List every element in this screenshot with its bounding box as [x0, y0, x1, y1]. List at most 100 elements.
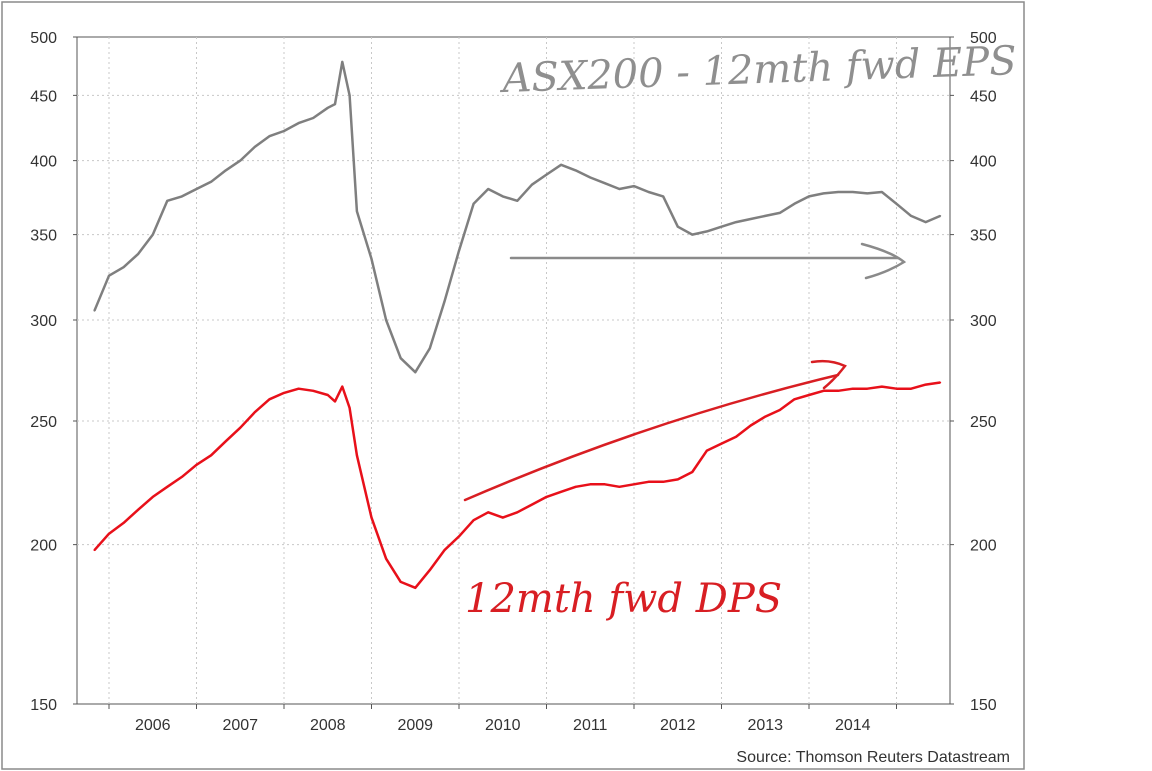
dps-point: [910, 387, 912, 390]
dps-point: [443, 549, 446, 552]
y-tick-left: 400: [30, 154, 57, 171]
source-note: Source: Thomson Reuters Datastream: [736, 749, 1010, 766]
eps-point: [472, 202, 475, 205]
dps-point: [414, 586, 417, 589]
eps-point: [137, 253, 140, 255]
dps-point: [720, 442, 723, 445]
eps-point: [574, 169, 577, 172]
plot-area: [76, 36, 951, 705]
y-tick-left: 500: [30, 30, 57, 47]
eps-point: [516, 199, 519, 202]
eps-point: [268, 135, 271, 138]
eps-point: [866, 192, 869, 195]
dps-point: [137, 508, 140, 511]
eps-point: [253, 146, 256, 148]
dps-point: [691, 471, 694, 473]
eps-point: [749, 218, 752, 220]
dps-point: [808, 394, 810, 396]
eps-point: [283, 130, 285, 132]
dps-point: [122, 522, 125, 524]
y-tick-left: 150: [30, 697, 57, 714]
dps-point: [348, 407, 351, 409]
dps-point: [647, 480, 650, 483]
eps-point: [720, 225, 723, 228]
eps-point: [545, 173, 548, 176]
dps-point: [633, 483, 635, 486]
dps-point: [822, 389, 825, 392]
dps-point: [268, 398, 271, 401]
eps-point: [108, 274, 110, 277]
dps-point: [356, 454, 358, 457]
eps-point: [764, 215, 767, 217]
dps-annotation: 12mth fwd DPS: [465, 576, 782, 622]
dps-arrowhead: [810, 359, 847, 390]
eps-point: [151, 233, 154, 236]
dps-point: [851, 387, 854, 390]
x-tick-label: 2006: [135, 717, 171, 734]
eps-point: [676, 225, 679, 228]
dps-point: [472, 519, 475, 522]
y-tick-right: 500: [970, 30, 997, 47]
eps-point: [370, 258, 373, 260]
dps-point: [924, 383, 927, 386]
dps-point: [560, 490, 562, 493]
dps-point: [749, 424, 752, 427]
eps-point: [603, 182, 606, 185]
eps-point: [195, 188, 198, 190]
dps-point: [793, 398, 796, 401]
eps-point: [348, 94, 351, 97]
eps-point: [939, 215, 942, 217]
dps-point: [545, 496, 548, 498]
y-tick-right: 400: [970, 154, 997, 171]
dps-point: [326, 394, 329, 396]
y-tick-left: 300: [30, 313, 57, 330]
dps-point: [370, 516, 373, 519]
dps-point: [531, 503, 533, 506]
y-axis-right: 150 200 250 300 350 400 450 500: [950, 30, 997, 714]
dps-point: [837, 389, 840, 392]
eps-point: [341, 61, 344, 63]
eps-point: [778, 212, 781, 214]
x-tick-label: 2013: [747, 717, 783, 734]
x-tick-label: 2012: [660, 717, 696, 734]
y-tick-left: 450: [30, 88, 57, 105]
series-group: [93, 60, 942, 590]
x-tick-label: 2010: [485, 717, 521, 734]
y-tick-right: 300: [970, 313, 997, 330]
eps-arrowhead: [860, 242, 907, 280]
gridlines: [77, 37, 950, 704]
dps-point: [253, 411, 256, 414]
x-tick-label: 2011: [573, 717, 608, 734]
eps-point: [181, 195, 183, 198]
eps-point: [851, 191, 854, 193]
eps-point: [895, 202, 898, 205]
eps-point: [501, 195, 504, 198]
y-tick-right: 150: [970, 697, 997, 714]
eps-point: [414, 371, 417, 374]
dps-point: [866, 387, 869, 390]
dps-point: [735, 435, 737, 438]
dps-point: [881, 385, 883, 388]
x-tick-label: 2014: [835, 717, 871, 734]
y-tick-left: 250: [30, 414, 57, 431]
dps-point: [399, 581, 402, 583]
eps-point: [224, 169, 227, 172]
eps-point: [837, 191, 840, 193]
dps-point: [458, 535, 460, 538]
dps-point: [166, 485, 169, 488]
eps-point: [334, 103, 336, 105]
eps-point: [487, 188, 490, 190]
eps-point: [210, 180, 213, 183]
y-tick-left: 350: [30, 228, 57, 245]
dps-point: [895, 387, 898, 390]
eps-point: [356, 210, 358, 213]
x-tick-label: 2008: [310, 717, 346, 734]
eps-point: [808, 195, 810, 198]
eps-point: [633, 185, 635, 188]
eps-point: [93, 309, 96, 312]
eps-point: [297, 122, 300, 124]
y-tick-right: 350: [970, 228, 997, 245]
eps-point: [910, 215, 912, 217]
x-tick-label: 2007: [222, 717, 258, 734]
dps-point: [939, 381, 942, 384]
